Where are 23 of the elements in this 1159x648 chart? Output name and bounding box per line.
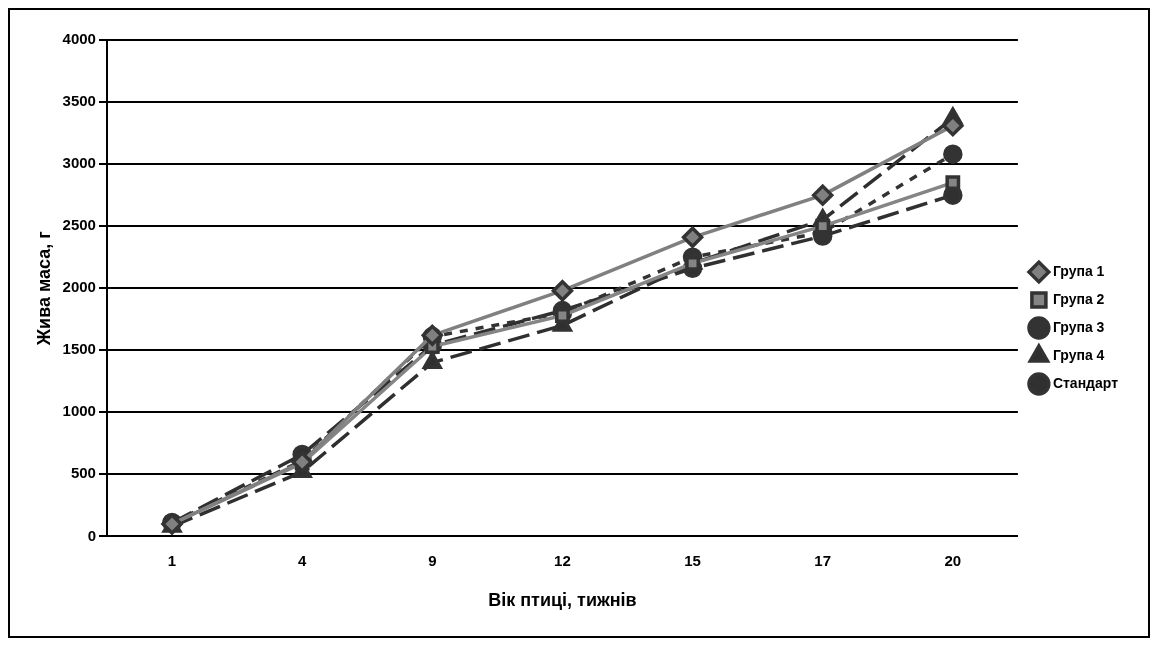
y-tick-label: 2500: [62, 216, 96, 234]
x-tick-label: 15: [684, 551, 701, 569]
y-tick-label: 4000: [62, 30, 96, 48]
y-tick-label: 3000: [62, 154, 96, 172]
y-tick-label: 2000: [62, 278, 96, 296]
x-axis-title: Вік птиці, тижнів: [488, 590, 637, 611]
x-tick-label: 1: [167, 551, 177, 569]
legend-label: Група 4: [1052, 346, 1105, 363]
x-tick-label: 4: [298, 551, 307, 569]
y-tick-label: 500: [70, 464, 96, 482]
x-tick-label: 17: [814, 551, 832, 569]
legend-label: Група 1: [1052, 262, 1105, 279]
legend-label: Група 2: [1052, 290, 1105, 307]
legend-label: Стандарт: [1052, 374, 1119, 391]
x-tick-label: 9: [428, 551, 437, 569]
y-tick-label: 1500: [62, 340, 96, 358]
y-axis-title: Жива маса, г: [33, 230, 54, 347]
y-tick-label: 3500: [62, 92, 96, 110]
y-tick-label: 1000: [62, 402, 96, 420]
x-tick-label: 20: [944, 551, 962, 569]
y-tick-label: 0: [87, 526, 96, 544]
x-tick-label: 12: [554, 551, 571, 569]
legend-label: Група 3: [1052, 318, 1105, 335]
